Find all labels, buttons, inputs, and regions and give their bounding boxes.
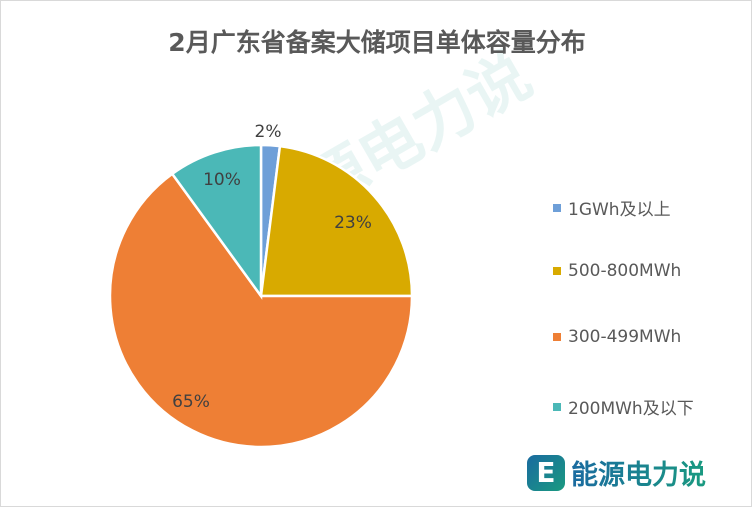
data-label: 10% xyxy=(203,170,241,190)
legend-item: 200MWh及以下 xyxy=(553,394,694,419)
data-label: 2% xyxy=(255,122,282,142)
legend-label: 500-800MWh xyxy=(568,261,682,281)
legend-item: 1GWh及以上 xyxy=(553,195,671,220)
logo-text: 能源电力说 xyxy=(571,453,706,492)
data-label: 23% xyxy=(334,213,372,233)
pie-slice-3 xyxy=(170,143,263,300)
legend-label: 1GWh及以上 xyxy=(568,200,671,220)
legend-swatch xyxy=(553,333,561,341)
legend-label: 300-499MWh xyxy=(568,327,682,347)
legend-item: 500-800MWh xyxy=(553,261,681,281)
legend-label: 200MWh及以下 xyxy=(568,399,694,419)
legend-item: 300-499MWh xyxy=(553,327,681,347)
logo: E 能源电力说 xyxy=(513,453,706,492)
data-label: 65% xyxy=(172,392,210,412)
logo-icon: E xyxy=(527,454,565,491)
chart-title: 2月广东省备案大储项目单体容量分布 xyxy=(168,28,586,57)
pie-slice-2 xyxy=(108,172,414,449)
legend-swatch xyxy=(553,402,561,411)
pie-slice-1 xyxy=(259,144,414,298)
legend-swatch xyxy=(553,203,561,212)
legend-swatch xyxy=(553,267,561,275)
